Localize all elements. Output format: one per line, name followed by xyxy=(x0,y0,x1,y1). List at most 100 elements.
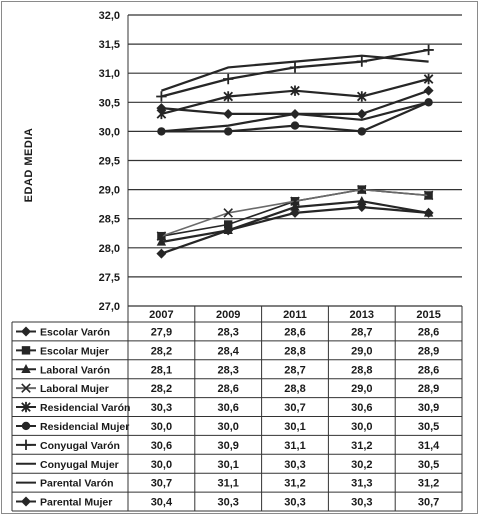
data-label: 30,6 xyxy=(351,402,372,414)
y-tick-label: 28,0 xyxy=(99,243,120,255)
series-5 xyxy=(156,73,434,120)
data-point xyxy=(156,231,167,241)
data-label: 31,4 xyxy=(418,440,440,452)
data-label: 30,3 xyxy=(351,497,372,509)
data-point xyxy=(290,108,300,119)
data-label: 28,7 xyxy=(351,326,372,338)
series-9 xyxy=(161,54,429,92)
series-6 xyxy=(157,98,433,136)
data-label: 28,9 xyxy=(418,383,439,395)
y-tick-label: 27,0 xyxy=(99,301,120,313)
data-label: 30,0 xyxy=(151,421,172,433)
data-point xyxy=(20,439,32,451)
data-label: 30,4 xyxy=(151,497,173,509)
data-point xyxy=(223,208,233,218)
data-label: 28,4 xyxy=(217,345,239,357)
data-point xyxy=(290,121,300,130)
legend-label: Laboral Varón xyxy=(40,364,110,376)
legend-label: Escolar Mujer xyxy=(40,345,109,357)
data-label: 28,8 xyxy=(284,345,305,357)
data-label: 28,3 xyxy=(217,326,238,338)
y-tick-label: 29,0 xyxy=(99,185,120,197)
data-label: 30,5 xyxy=(418,459,439,471)
data-point xyxy=(423,44,434,56)
y-tick-label: 28,5 xyxy=(99,214,120,226)
data-point xyxy=(223,73,234,85)
data-label: 28,9 xyxy=(418,345,439,357)
data-point xyxy=(423,73,434,85)
legend-key xyxy=(16,496,36,507)
data-point xyxy=(224,127,233,136)
data-label: 31,2 xyxy=(351,440,372,452)
data-label: 30,3 xyxy=(151,402,172,414)
data-label: 30,7 xyxy=(418,497,439,509)
data-point xyxy=(423,85,434,96)
legend-label: Laboral Mujer xyxy=(40,383,109,395)
data-label: 30,7 xyxy=(284,402,305,414)
data-point xyxy=(289,62,301,73)
y-axis-label: EDAD MEDIA xyxy=(23,128,35,203)
data-point xyxy=(423,190,434,201)
data-label: 30,3 xyxy=(217,497,238,509)
data-label: 30,6 xyxy=(217,402,238,414)
x-category-label: 2015 xyxy=(416,309,440,321)
legend-label: Residencial Varón xyxy=(40,402,130,414)
data-point xyxy=(423,207,434,217)
gridlines xyxy=(127,14,462,307)
legend-key xyxy=(16,439,36,451)
series-lines xyxy=(156,44,434,259)
data-point xyxy=(356,56,367,67)
data-point xyxy=(224,220,233,229)
legend-label: Conyugal Mujer xyxy=(40,459,119,471)
legend-label: Parental Mujer xyxy=(40,497,112,509)
data-label: 30,0 xyxy=(351,421,372,433)
data-label: 30,7 xyxy=(151,478,172,490)
y-tick-label: 27,5 xyxy=(99,272,120,284)
data-label: 28,6 xyxy=(217,383,238,395)
data-label: 27,9 xyxy=(151,326,172,338)
data-point xyxy=(357,196,367,205)
data-label: 30,1 xyxy=(217,459,238,471)
legend-label: Conyugal Varón xyxy=(40,440,120,452)
series-3 xyxy=(156,196,434,246)
data-point xyxy=(156,103,167,114)
data-label: 30,3 xyxy=(284,459,305,471)
data-point xyxy=(156,236,167,246)
data-point xyxy=(21,383,31,393)
data-label: 31,1 xyxy=(284,440,305,452)
data-label: 30,5 xyxy=(418,421,439,433)
data-point xyxy=(156,248,167,259)
data-label: 28,8 xyxy=(351,364,372,376)
data-point xyxy=(357,184,367,195)
data-point xyxy=(21,401,31,413)
data-label: 31,1 xyxy=(217,478,238,490)
data-point xyxy=(21,346,31,355)
data-label: 30,1 xyxy=(284,421,305,433)
data-point xyxy=(356,108,367,119)
data-point xyxy=(357,127,366,136)
data-point xyxy=(223,108,234,119)
data-label: 31,2 xyxy=(418,478,439,490)
data-label: 28,3 xyxy=(217,364,238,376)
x-category-label: 2011 xyxy=(283,309,307,321)
data-point xyxy=(21,421,31,431)
series-line xyxy=(161,54,429,92)
data-label: 30,9 xyxy=(418,402,439,414)
data-label: 28,2 xyxy=(151,383,172,395)
data-point xyxy=(290,85,300,96)
data-table: 2007 2009 2011 2013 2015 Escolar Varón 27,9 28,… xyxy=(11,305,463,512)
data-label: 31,3 xyxy=(351,478,372,490)
data-label: 30,0 xyxy=(151,459,172,471)
data-point xyxy=(21,326,31,337)
data-label: 30,6 xyxy=(151,440,172,452)
data-point xyxy=(223,91,234,102)
series-line xyxy=(161,77,429,115)
y-tick-label: 31,5 xyxy=(99,39,120,51)
legend-key xyxy=(16,346,36,355)
legend-key xyxy=(16,364,36,373)
y-tick-label: 31,0 xyxy=(99,68,120,80)
data-label: 28,6 xyxy=(418,364,439,376)
y-tick-label: 32,0 xyxy=(99,10,120,22)
y-axis-ticks: 27,0 27,5 28,0 28,5 29,0 29,5 30,0 30,5 31,0 31,5… xyxy=(99,10,120,313)
